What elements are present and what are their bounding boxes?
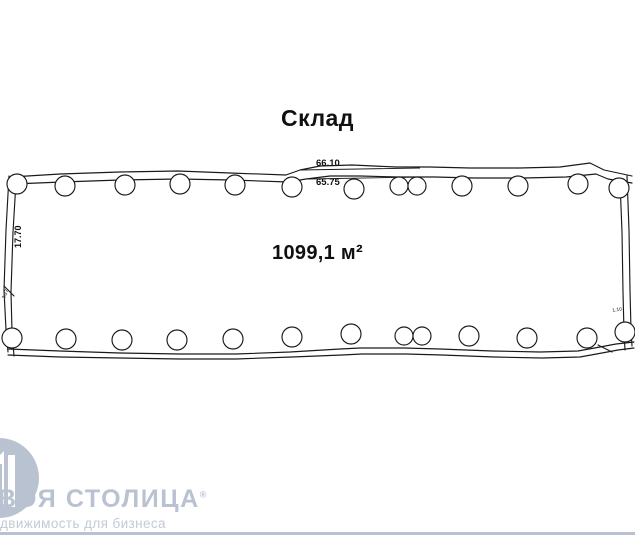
column bbox=[114, 174, 136, 196]
wall-outlines bbox=[3, 162, 635, 360]
column bbox=[224, 174, 246, 196]
top-wall-inner-line bbox=[12, 173, 633, 185]
column bbox=[111, 329, 133, 351]
column bbox=[343, 178, 365, 200]
column bbox=[281, 326, 303, 348]
watermark: ВОЯ СТОЛИЦА® движимость для бизнеса bbox=[0, 437, 208, 531]
page-title: Склад bbox=[281, 105, 354, 131]
building-circle-logo-icon bbox=[0, 438, 39, 518]
column bbox=[166, 329, 188, 351]
column-group-top bbox=[6, 173, 630, 200]
column-group-bottom bbox=[1, 321, 635, 351]
column bbox=[389, 176, 409, 196]
column bbox=[458, 325, 480, 347]
column bbox=[567, 173, 589, 195]
column bbox=[576, 327, 598, 349]
watermark-brand: ВОЯ СТОЛИЦА® bbox=[0, 485, 206, 514]
column bbox=[412, 326, 432, 346]
column bbox=[1, 327, 23, 349]
top-wall-outer-line bbox=[10, 162, 633, 178]
dimension-label-left: 17.70 bbox=[13, 225, 23, 248]
column bbox=[222, 328, 244, 350]
dimension-label-top-outer: 66.10 bbox=[316, 158, 340, 169]
watermark-tagline: движимость для бизнеса bbox=[0, 516, 166, 531]
column bbox=[608, 177, 630, 199]
right-corner-tick bbox=[597, 344, 613, 353]
area-label: 1099,1 м² bbox=[272, 242, 363, 264]
left-wall-outer-line bbox=[3, 175, 10, 353]
left-corner-tick bbox=[3, 285, 15, 297]
column bbox=[507, 175, 529, 197]
dimension-line-top-outer bbox=[299, 167, 421, 171]
column bbox=[614, 321, 635, 343]
bottom-wall-inner-line bbox=[7, 347, 635, 360]
column bbox=[516, 327, 538, 349]
column bbox=[54, 175, 76, 197]
column bbox=[55, 328, 77, 350]
column bbox=[340, 323, 362, 345]
column bbox=[6, 173, 28, 195]
column bbox=[394, 326, 414, 346]
footer-divider bbox=[0, 532, 635, 535]
bottom-wall-outer-line bbox=[7, 341, 635, 355]
column bbox=[451, 175, 473, 197]
column bbox=[169, 173, 191, 195]
registered-trademark-icon: ® bbox=[199, 489, 207, 500]
column bbox=[281, 176, 303, 198]
watermark-brand-text: ВОЯ СТОЛИЦА bbox=[0, 485, 200, 513]
dimension-label-top-inner: 65.75 bbox=[316, 177, 340, 188]
column bbox=[407, 176, 427, 196]
